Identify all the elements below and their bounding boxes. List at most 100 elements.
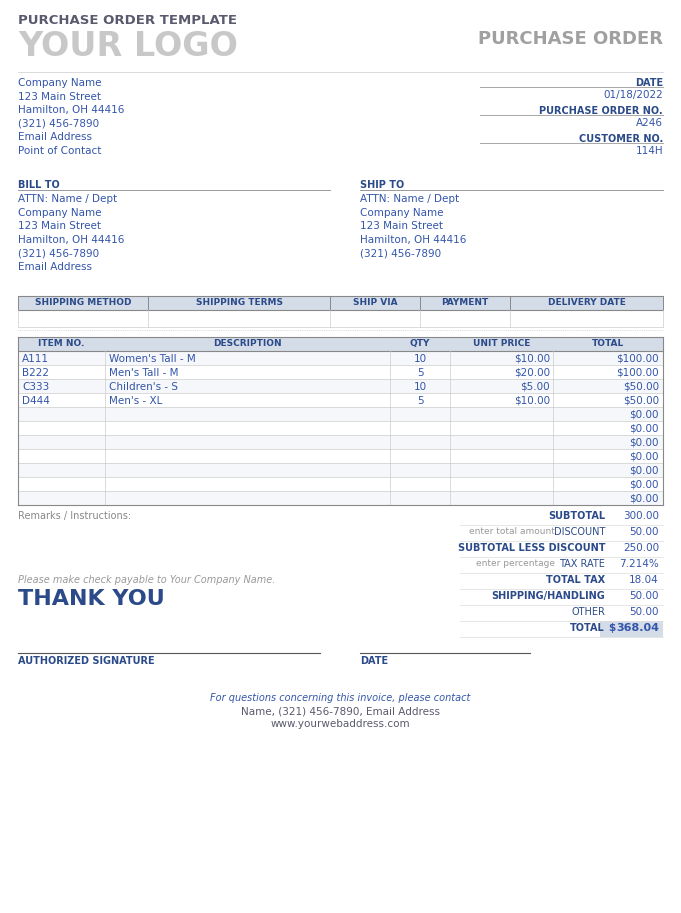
Text: D444: D444 xyxy=(22,395,50,405)
Text: A111: A111 xyxy=(22,353,49,363)
Text: SUBTOTAL: SUBTOTAL xyxy=(548,511,605,521)
Text: Company Name: Company Name xyxy=(18,78,101,88)
Text: Hamilton, OH 44416: Hamilton, OH 44416 xyxy=(18,235,125,245)
Text: SHIPPING/HANDLING: SHIPPING/HANDLING xyxy=(491,591,605,601)
Text: $0.00: $0.00 xyxy=(629,437,659,447)
Text: TAX RATE: TAX RATE xyxy=(559,559,605,569)
Text: PURCHASE ORDER: PURCHASE ORDER xyxy=(478,30,663,48)
Text: $0.00: $0.00 xyxy=(629,494,659,503)
Text: 368.04: 368.04 xyxy=(616,623,659,633)
Text: 5: 5 xyxy=(417,395,424,405)
Text: (321) 456-7890: (321) 456-7890 xyxy=(360,248,441,258)
Text: BILL TO: BILL TO xyxy=(18,180,60,190)
Text: Name, (321) 456-7890, Email Address: Name, (321) 456-7890, Email Address xyxy=(241,706,440,716)
Text: AUTHORIZED SIGNATURE: AUTHORIZED SIGNATURE xyxy=(18,656,155,666)
Text: enter percentage: enter percentage xyxy=(476,559,555,568)
Bar xyxy=(600,621,663,637)
Text: 123 Main Street: 123 Main Street xyxy=(18,91,101,101)
Text: Point of Contact: Point of Contact xyxy=(18,145,101,155)
Text: $0.00: $0.00 xyxy=(629,479,659,489)
Bar xyxy=(18,435,663,449)
Text: 123 Main Street: 123 Main Street xyxy=(18,221,101,231)
Text: $10.00: $10.00 xyxy=(514,395,550,405)
Text: A246: A246 xyxy=(636,118,663,128)
Text: Please make check payable to Your Company Name.: Please make check payable to Your Compan… xyxy=(18,575,275,585)
Text: PURCHASE ORDER NO.: PURCHASE ORDER NO. xyxy=(539,106,663,116)
Text: Company Name: Company Name xyxy=(360,207,443,217)
Bar xyxy=(18,365,663,379)
Text: $0.00: $0.00 xyxy=(629,466,659,476)
Text: DISCOUNT: DISCOUNT xyxy=(554,527,605,537)
Text: Hamilton, OH 44416: Hamilton, OH 44416 xyxy=(360,235,466,245)
Text: $0.00: $0.00 xyxy=(629,452,659,461)
Text: 114H: 114H xyxy=(635,146,663,156)
Text: (321) 456-7890: (321) 456-7890 xyxy=(18,248,99,258)
Text: YOUR LOGO: YOUR LOGO xyxy=(18,30,238,63)
Text: Company Name: Company Name xyxy=(18,207,101,217)
Text: CUSTOMER NO.: CUSTOMER NO. xyxy=(579,134,663,144)
Text: $20.00: $20.00 xyxy=(514,368,550,377)
Text: DELIVERY DATE: DELIVERY DATE xyxy=(548,298,625,307)
Text: TOTAL: TOTAL xyxy=(570,623,605,633)
Text: Men's - XL: Men's - XL xyxy=(109,395,162,405)
Text: Remarks / Instructions:: Remarks / Instructions: xyxy=(18,511,131,521)
Text: 50.00: 50.00 xyxy=(629,527,659,537)
Text: ATTN: Name / Dept: ATTN: Name / Dept xyxy=(360,194,459,204)
Bar xyxy=(18,379,663,393)
Bar xyxy=(18,449,663,463)
Text: THANK YOU: THANK YOU xyxy=(18,589,165,609)
Bar xyxy=(18,407,663,421)
Text: Children's - S: Children's - S xyxy=(109,382,178,392)
Text: (321) 456-7890: (321) 456-7890 xyxy=(18,119,99,129)
Text: 10: 10 xyxy=(413,382,426,392)
Bar xyxy=(18,296,663,310)
Text: 7.214%: 7.214% xyxy=(619,559,659,569)
Text: 50.00: 50.00 xyxy=(629,591,659,601)
Text: For questions concerning this invoice, please contact: For questions concerning this invoice, p… xyxy=(210,693,471,703)
Text: $10.00: $10.00 xyxy=(514,353,550,363)
Text: 123 Main Street: 123 Main Street xyxy=(360,221,443,231)
Text: Men's Tall - M: Men's Tall - M xyxy=(109,368,178,377)
Text: 5: 5 xyxy=(417,368,424,377)
Text: TOTAL: TOTAL xyxy=(592,339,624,348)
Text: Women's Tall - M: Women's Tall - M xyxy=(109,353,195,363)
Text: DESCRIPTION: DESCRIPTION xyxy=(213,339,282,348)
Text: SHIP VIA: SHIP VIA xyxy=(353,298,397,307)
Text: 250.00: 250.00 xyxy=(623,543,659,553)
Text: B222: B222 xyxy=(22,368,49,377)
Text: $50.00: $50.00 xyxy=(623,382,659,392)
Bar xyxy=(18,491,663,505)
Text: $100.00: $100.00 xyxy=(616,353,659,363)
Text: C333: C333 xyxy=(22,382,49,392)
Text: 50.00: 50.00 xyxy=(629,607,659,617)
Text: TOTAL TAX: TOTAL TAX xyxy=(546,575,605,585)
Text: SHIP TO: SHIP TO xyxy=(360,180,405,190)
Text: $0.00: $0.00 xyxy=(629,410,659,419)
Text: www.yourwebaddress.com: www.yourwebaddress.com xyxy=(270,719,411,729)
Text: DATE: DATE xyxy=(635,78,663,88)
Text: enter total amount: enter total amount xyxy=(469,527,555,536)
Bar xyxy=(18,421,663,435)
Text: PAYMENT: PAYMENT xyxy=(441,298,489,307)
Text: $: $ xyxy=(608,623,615,633)
Text: Email Address: Email Address xyxy=(18,132,92,142)
Bar xyxy=(18,477,663,491)
Text: SHIPPING METHOD: SHIPPING METHOD xyxy=(35,298,131,307)
Bar xyxy=(18,463,663,477)
Text: $5.00: $5.00 xyxy=(520,382,550,392)
Text: 01/18/2022: 01/18/2022 xyxy=(603,90,663,100)
Text: $0.00: $0.00 xyxy=(629,424,659,434)
Text: QTY: QTY xyxy=(410,339,430,348)
Bar xyxy=(18,351,663,365)
Bar xyxy=(18,310,663,327)
Text: 300.00: 300.00 xyxy=(623,511,659,521)
Text: SUBTOTAL LESS DISCOUNT: SUBTOTAL LESS DISCOUNT xyxy=(458,543,605,553)
Text: 18.04: 18.04 xyxy=(629,575,659,585)
Bar xyxy=(18,337,663,351)
Text: SHIPPING TERMS: SHIPPING TERMS xyxy=(195,298,283,307)
Bar xyxy=(18,393,663,407)
Text: 10: 10 xyxy=(413,353,426,363)
Text: UNIT PRICE: UNIT PRICE xyxy=(473,339,530,348)
Text: Hamilton, OH 44416: Hamilton, OH 44416 xyxy=(18,105,125,115)
Text: Email Address: Email Address xyxy=(18,261,92,271)
